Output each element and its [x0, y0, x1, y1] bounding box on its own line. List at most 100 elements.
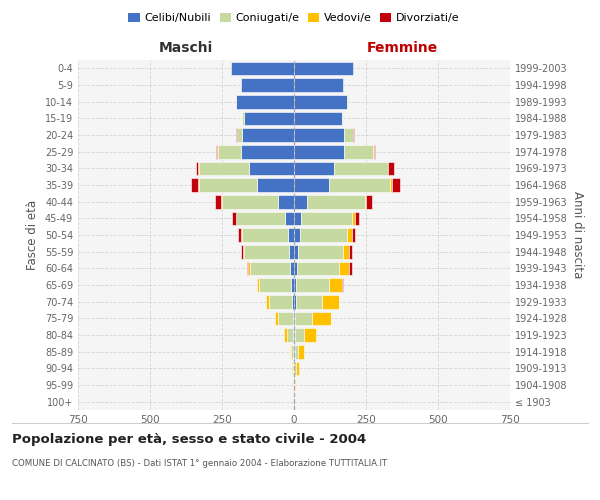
- Bar: [241, 145, 294, 158]
- Bar: [198, 178, 199, 192]
- Bar: [374, 145, 375, 158]
- Bar: [294, 262, 298, 275]
- Bar: [295, 312, 313, 325]
- Bar: [236, 95, 294, 108]
- Bar: [295, 345, 298, 358]
- Bar: [392, 178, 400, 192]
- Bar: [278, 312, 293, 325]
- Bar: [242, 112, 244, 125]
- Bar: [241, 245, 244, 258]
- Bar: [294, 78, 343, 92]
- Bar: [291, 345, 293, 358]
- Bar: [230, 62, 294, 75]
- Bar: [307, 195, 365, 208]
- Bar: [343, 245, 349, 258]
- Bar: [294, 178, 329, 192]
- Bar: [344, 145, 373, 158]
- Bar: [241, 228, 242, 242]
- Bar: [294, 212, 301, 225]
- Bar: [222, 195, 278, 208]
- Bar: [237, 128, 242, 142]
- Bar: [366, 195, 373, 208]
- Bar: [257, 178, 294, 192]
- Bar: [221, 195, 222, 208]
- Bar: [289, 245, 294, 258]
- Bar: [232, 212, 236, 225]
- Bar: [352, 228, 355, 242]
- Bar: [294, 112, 341, 125]
- Bar: [247, 262, 248, 275]
- Bar: [278, 195, 294, 208]
- Bar: [294, 328, 295, 342]
- Bar: [294, 295, 296, 308]
- Bar: [257, 278, 259, 292]
- Bar: [322, 295, 339, 308]
- Bar: [241, 78, 294, 92]
- Bar: [296, 295, 322, 308]
- Bar: [294, 195, 307, 208]
- Bar: [298, 345, 304, 358]
- Bar: [242, 128, 294, 142]
- Bar: [284, 328, 287, 342]
- Bar: [355, 212, 359, 225]
- Bar: [294, 245, 298, 258]
- Bar: [250, 162, 294, 175]
- Bar: [250, 262, 290, 275]
- Bar: [341, 112, 343, 125]
- Bar: [191, 178, 198, 192]
- Bar: [244, 245, 289, 258]
- Bar: [293, 328, 294, 342]
- Bar: [293, 312, 294, 325]
- Bar: [304, 328, 316, 342]
- Bar: [244, 112, 294, 125]
- Bar: [238, 228, 241, 242]
- Legend: Celibi/Nubili, Coniugati/e, Vedovi/e, Divorziati/e: Celibi/Nubili, Coniugati/e, Vedovi/e, Di…: [124, 8, 464, 28]
- Bar: [291, 278, 294, 292]
- Text: Femmine: Femmine: [367, 41, 437, 55]
- Bar: [294, 278, 296, 292]
- Text: Maschi: Maschi: [159, 41, 213, 55]
- Bar: [294, 228, 300, 242]
- Bar: [290, 262, 294, 275]
- Bar: [347, 228, 352, 242]
- Bar: [296, 278, 329, 292]
- Bar: [259, 278, 291, 292]
- Bar: [294, 128, 344, 142]
- Bar: [365, 195, 366, 208]
- Bar: [292, 295, 294, 308]
- Bar: [349, 245, 352, 258]
- Bar: [298, 262, 339, 275]
- Bar: [236, 212, 286, 225]
- Bar: [218, 145, 241, 158]
- Bar: [294, 362, 296, 375]
- Bar: [287, 228, 294, 242]
- Text: Popolazione per età, sesso e stato civile - 2004: Popolazione per età, sesso e stato civil…: [12, 432, 366, 446]
- Bar: [294, 145, 344, 158]
- Bar: [294, 312, 295, 325]
- Bar: [294, 62, 353, 75]
- Bar: [287, 328, 293, 342]
- Bar: [329, 278, 343, 292]
- Bar: [300, 228, 347, 242]
- Bar: [313, 312, 331, 325]
- Bar: [388, 162, 394, 175]
- Bar: [352, 212, 355, 225]
- Bar: [301, 212, 352, 225]
- Bar: [294, 162, 334, 175]
- Bar: [293, 362, 294, 375]
- Bar: [391, 178, 392, 192]
- Bar: [242, 228, 287, 242]
- Text: COMUNE DI CALCINATO (BS) - Dati ISTAT 1° gennaio 2004 - Elaborazione TUTTITALIA.: COMUNE DI CALCINATO (BS) - Dati ISTAT 1°…: [12, 459, 387, 468]
- Bar: [215, 195, 221, 208]
- Bar: [290, 345, 291, 358]
- Bar: [296, 362, 299, 375]
- Bar: [294, 95, 347, 108]
- Y-axis label: Anni di nascita: Anni di nascita: [571, 192, 584, 278]
- Y-axis label: Fasce di età: Fasce di età: [26, 200, 39, 270]
- Bar: [286, 212, 294, 225]
- Bar: [269, 295, 292, 308]
- Bar: [334, 162, 388, 175]
- Bar: [216, 145, 217, 158]
- Bar: [339, 262, 349, 275]
- Bar: [275, 312, 278, 325]
